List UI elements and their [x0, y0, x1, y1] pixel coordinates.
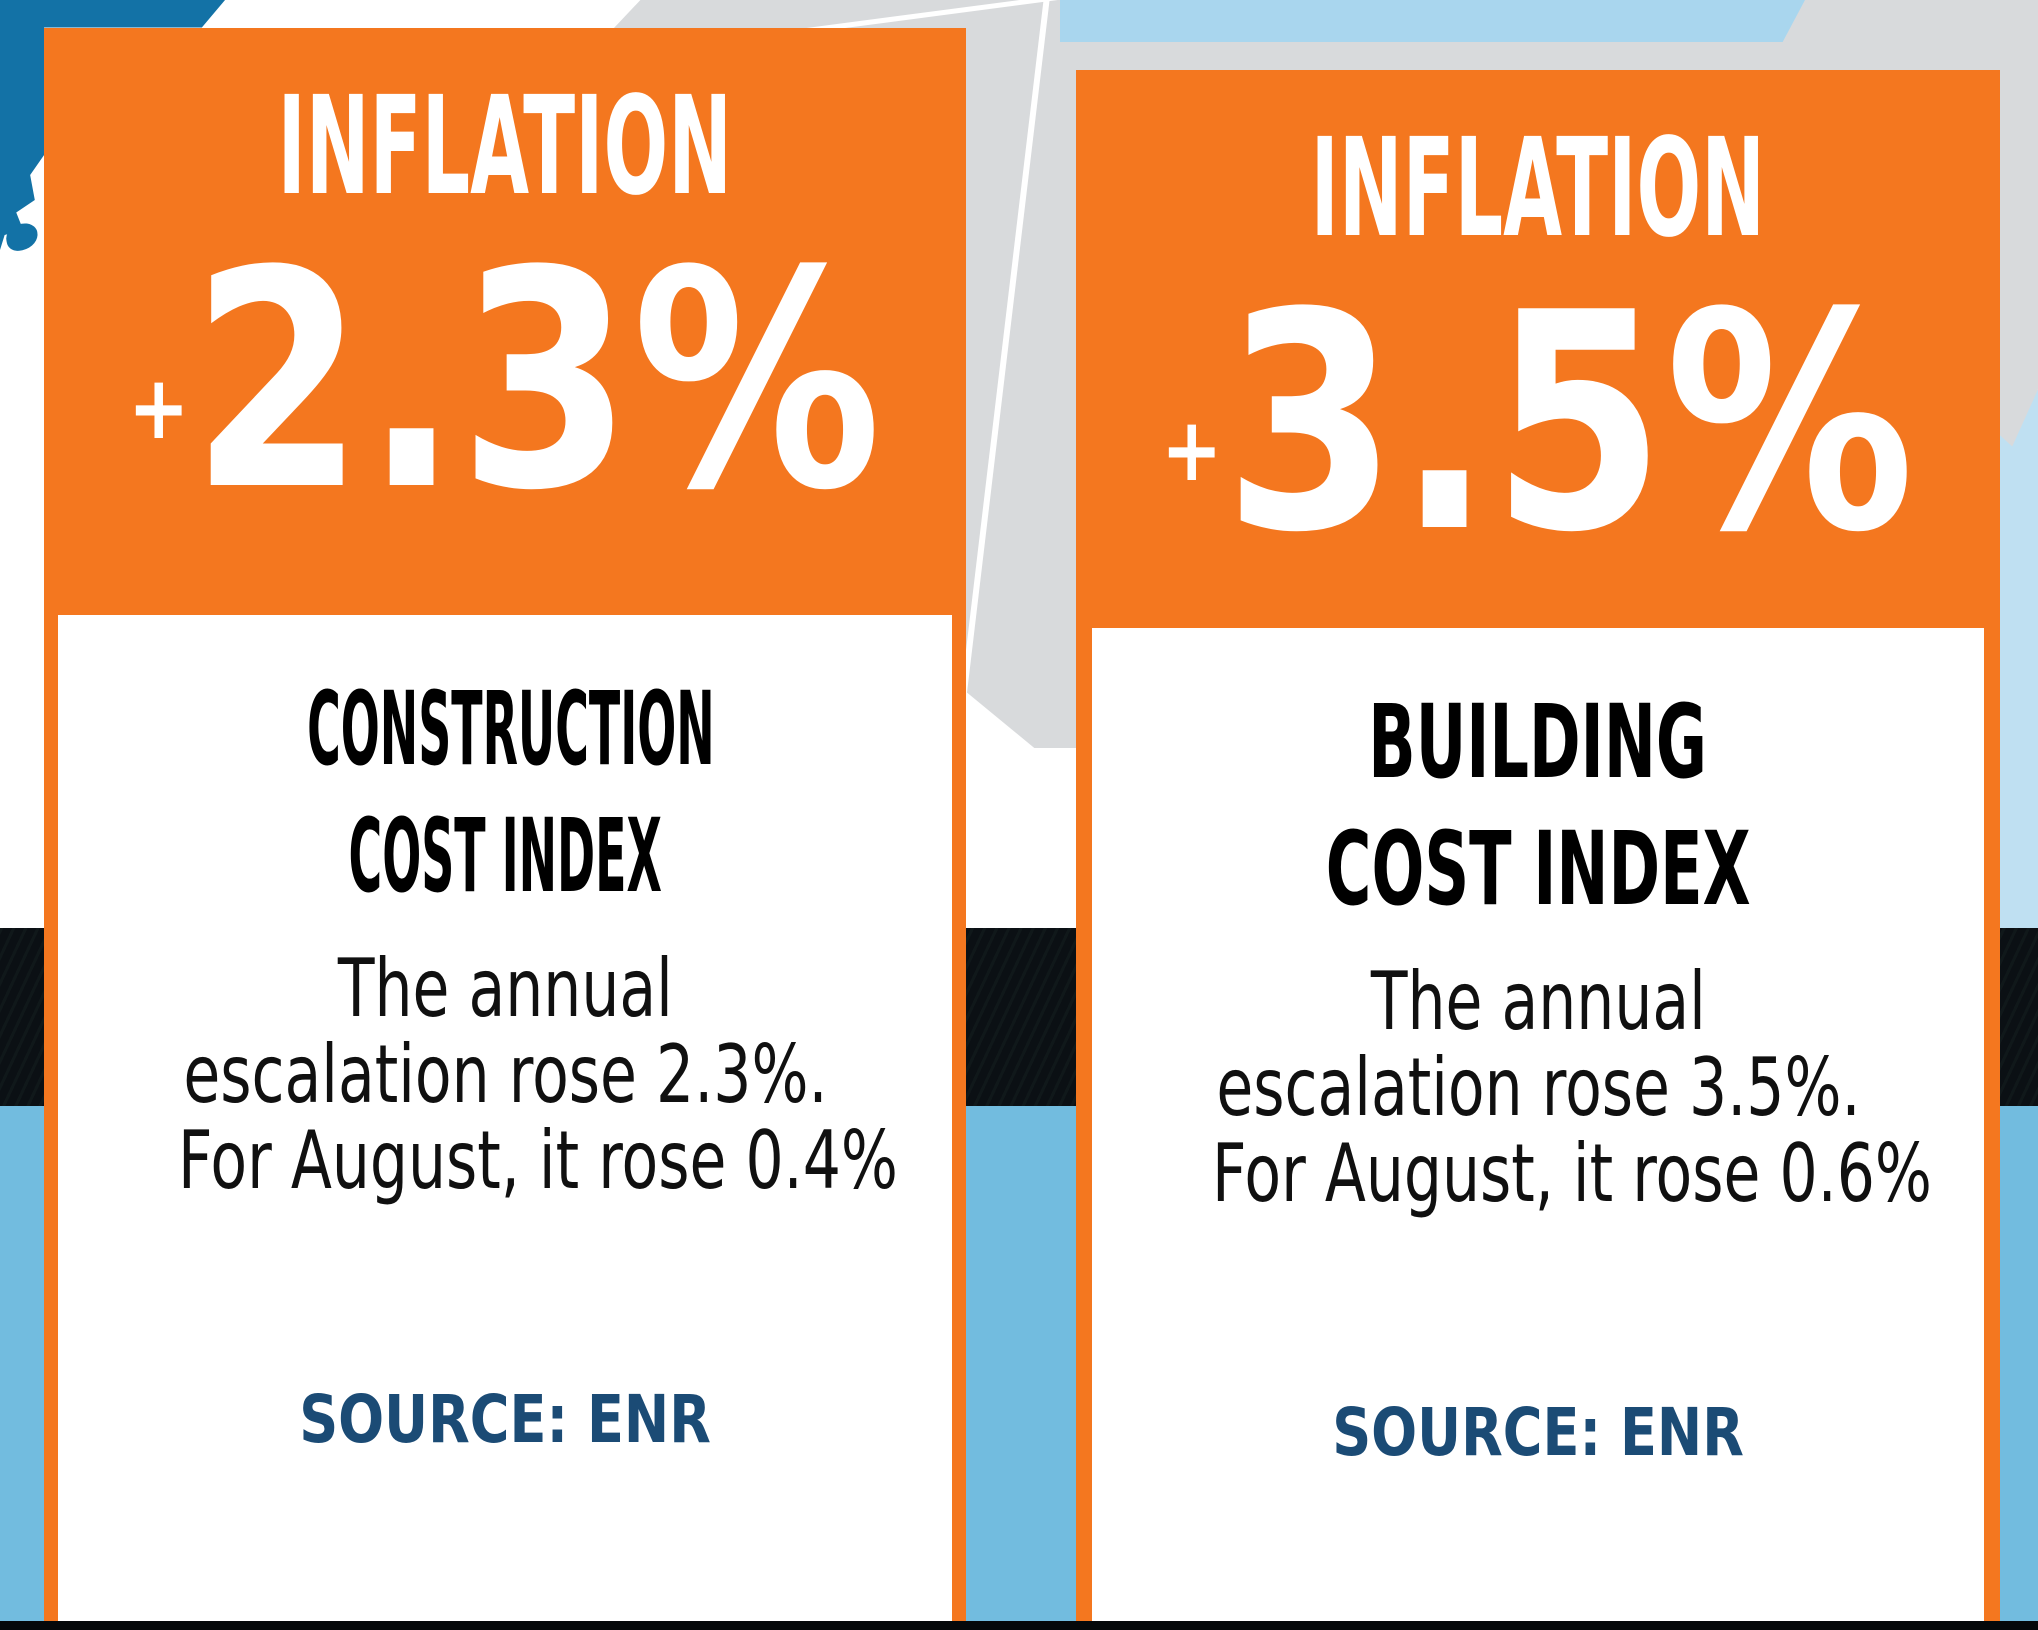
card-description: The annual escalation rose 3.5%. For Aug…	[1092, 959, 1984, 1217]
inflation-value-group: +3.5%	[1161, 274, 1914, 662]
card-body-panel: CONSTRUCTION COST INDEX The annual escal…	[58, 615, 952, 1630]
description-line2: escalation rose 3.5%.	[1092, 1045, 1984, 1131]
source-label-text: SOURCE: ENR	[299, 1381, 711, 1458]
description-line3: For August, it rose 0.6%	[1092, 1131, 1984, 1217]
plus-sign: +	[1161, 398, 1223, 501]
inflation-header-text: INFLATION	[277, 68, 733, 226]
card-title: CONSTRUCTION COST INDEX	[58, 666, 952, 920]
inflation-value-text: 3.5%	[1224, 249, 1915, 598]
inflation-header: INFLATION	[1076, 121, 2000, 257]
inflation-header-text: INFLATION	[1310, 110, 1766, 268]
card-title-line2-text: COST INDEX	[348, 797, 662, 916]
plus-sign: +	[128, 356, 190, 459]
inflation-value-group: +2.3%	[128, 232, 881, 620]
inflation-value-text: 2.3%	[191, 207, 882, 556]
description-line3: For August, it rose 0.4%	[58, 1118, 952, 1204]
description-line1: The annual	[58, 946, 952, 1032]
card-title-line1-text: BUILDING	[1368, 683, 1708, 802]
description-line2-text: escalation rose 3.5%.	[1215, 1041, 1861, 1134]
card-description: The annual escalation rose 2.3%. For Aug…	[58, 946, 952, 1204]
construction-cost-card: INFLATION +2.3% CONSTRUCTION COST INDEX …	[44, 28, 966, 1630]
description-line1-text: The annual	[1370, 955, 1706, 1048]
inflation-value-row: +2.3%	[44, 232, 966, 620]
bottom-black-strip	[0, 1621, 2038, 1630]
description-line3-text: For August, it rose 0.4%	[177, 1114, 898, 1207]
card-title-line2: COST INDEX	[1092, 806, 1984, 933]
description-line3-text: For August, it rose 0.6%	[1211, 1127, 1932, 1220]
card-title: BUILDING COST INDEX	[1092, 679, 1984, 933]
card-title-line1: CONSTRUCTION	[58, 666, 952, 793]
inflation-value-row: +3.5%	[1076, 274, 2000, 662]
source-label: SOURCE: ENR	[58, 1387, 952, 1453]
description-line2: escalation rose 2.3%.	[58, 1032, 952, 1118]
inflation-header: INFLATION	[44, 79, 966, 215]
description-line2-text: escalation rose 2.3%.	[182, 1028, 828, 1121]
description-line1: The annual	[1092, 959, 1984, 1045]
description-line1-text: The annual	[337, 942, 673, 1035]
card-title-line2: COST INDEX	[58, 793, 952, 920]
card-title-line2-text: COST INDEX	[1325, 810, 1751, 929]
card-body-panel: BUILDING COST INDEX The annual escalatio…	[1092, 628, 1984, 1630]
source-label: SOURCE: ENR	[1092, 1400, 1984, 1466]
card-title-line1: BUILDING	[1092, 679, 1984, 806]
building-cost-card: INFLATION +3.5% BUILDING COST INDEX The …	[1076, 70, 2000, 1630]
water-strip-top	[1060, 0, 1805, 42]
source-label-text: SOURCE: ENR	[1332, 1394, 1744, 1471]
card-title-line1-text: CONSTRUCTION	[307, 670, 715, 789]
